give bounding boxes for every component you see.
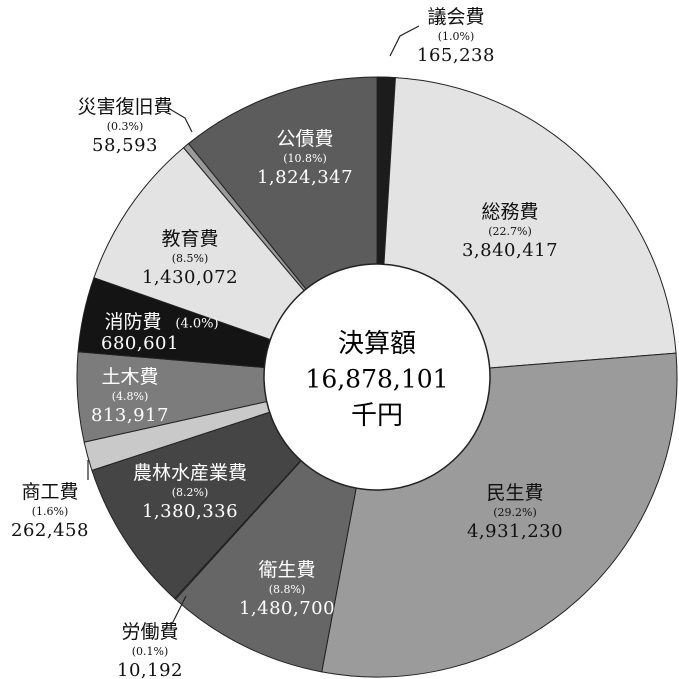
percent-label: (0.1%) (132, 645, 169, 658)
category-label: 災害復旧費 (77, 96, 172, 118)
value-label: 165,238 (417, 45, 495, 66)
donut-hole (263, 263, 491, 491)
category-label: 総務費 (481, 201, 538, 223)
category-label: 労働費 (121, 621, 178, 643)
percent-label: (4.0%) (175, 317, 218, 332)
category-label: 議会費 (427, 6, 484, 28)
leader-line (389, 25, 420, 57)
value-label: 262,458 (11, 520, 89, 541)
percent-label: (29.2%) (493, 506, 537, 519)
percent-label: (10.8%) (283, 152, 327, 165)
percent-label: (8.8%) (269, 583, 306, 596)
value-label: 680,601 (101, 333, 179, 354)
value-label: 1,430,072 (142, 267, 238, 288)
category-label: 教育費 (161, 228, 218, 250)
percent-label: (0.3%) (107, 120, 144, 133)
category-label: 農林水産業費 (133, 462, 247, 484)
category-label: 商工費 (21, 481, 78, 503)
percent-label: (22.7%) (488, 225, 532, 238)
value-label: 1,380,336 (142, 501, 238, 522)
value-label: 3,840,417 (462, 240, 558, 261)
value-label: 813,917 (91, 405, 169, 426)
percent-label: (4.8%) (112, 390, 149, 403)
percent-label: (8.5%) (172, 252, 209, 265)
percent-label: (1.6%) (32, 505, 69, 518)
category-label: 民生費 (486, 482, 543, 504)
percent-label: (1.0%) (438, 30, 475, 43)
center-title: 決算額 (338, 329, 416, 359)
leader-line (167, 107, 193, 133)
category-label: 土木費 (101, 366, 158, 388)
value-label: 10,192 (117, 660, 183, 679)
value-label: 58,593 (92, 135, 158, 156)
category-label: 公債費 (276, 128, 333, 150)
center-total: 16,878,101 (305, 365, 448, 394)
value-label: 4,931,230 (467, 521, 563, 542)
leader-line (171, 595, 187, 625)
category-label: 消防費 (104, 311, 161, 333)
value-label: 1,824,347 (257, 167, 353, 188)
percent-label: (8.2%) (172, 486, 209, 499)
center-unit: 千円 (351, 401, 403, 431)
leaders (87, 25, 420, 625)
value-label: 1,480,700 (239, 598, 335, 619)
category-label: 衛生費 (258, 559, 315, 581)
